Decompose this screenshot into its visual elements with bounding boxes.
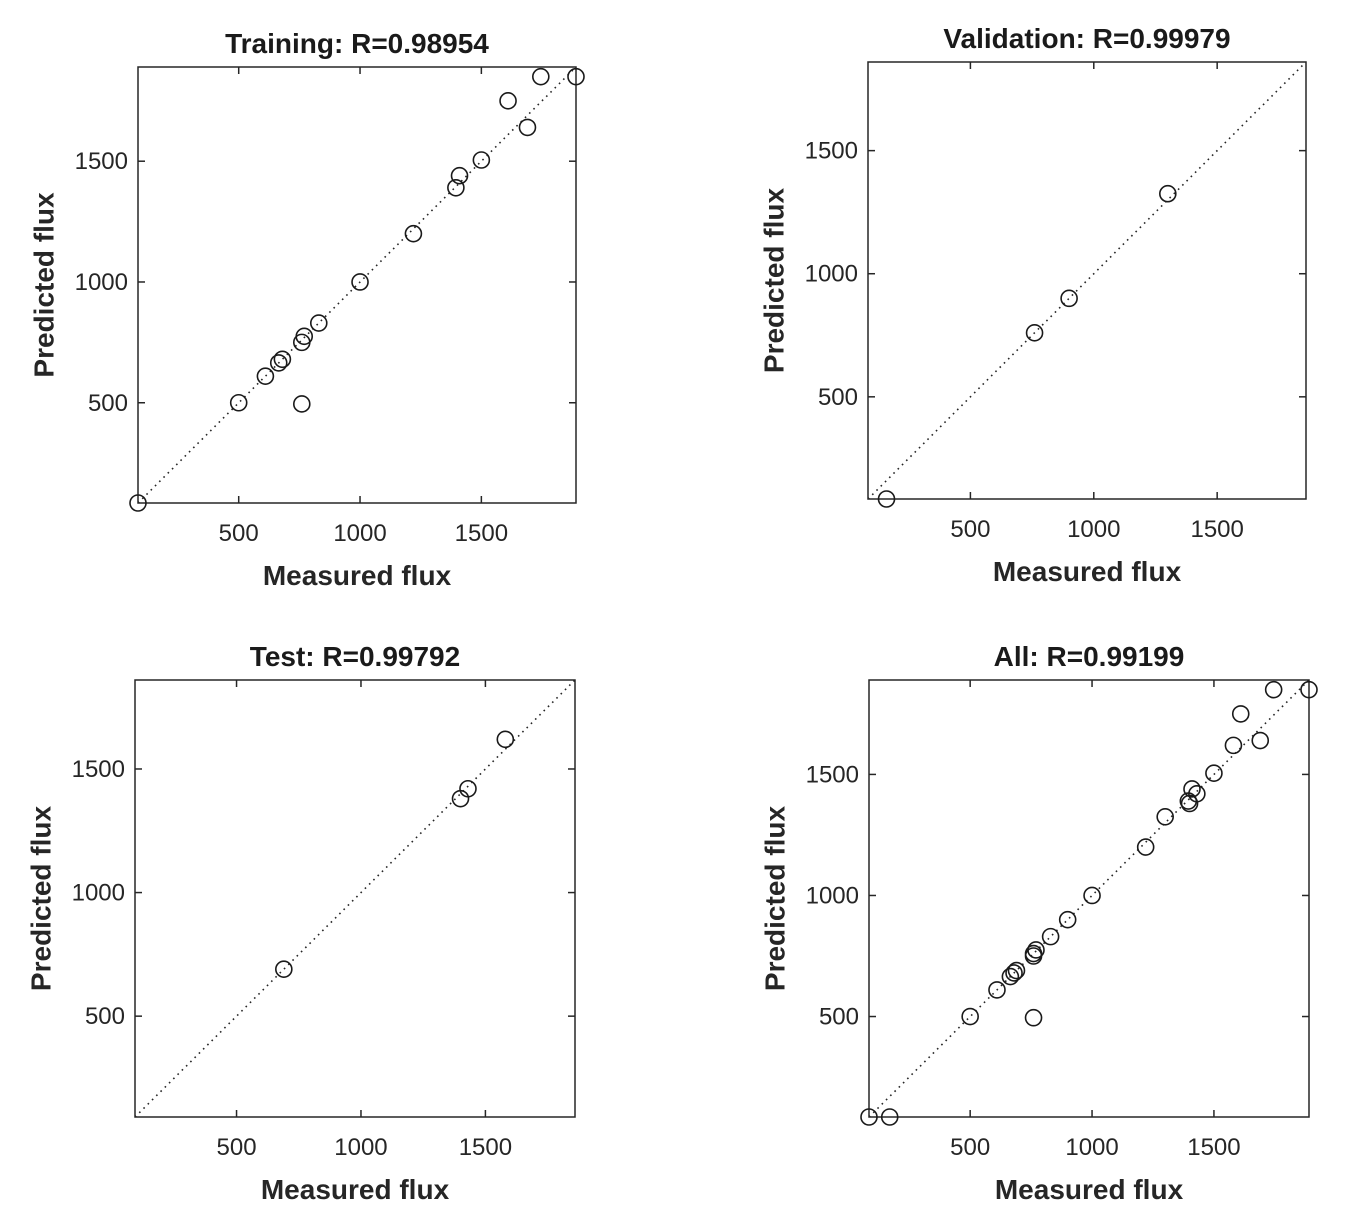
data-point [351,273,369,291]
data-point [1001,967,1020,986]
chart-title: All: R=0.99199 [994,641,1185,672]
data-point [1205,764,1223,783]
y-tick-label: 500 [818,384,858,411]
data-point [1188,784,1206,803]
y-tick-label: 1500 [805,138,858,165]
data-point [269,354,288,372]
data-point [472,151,491,169]
data-point [1156,807,1174,826]
y-axis-label: Predicted flux [759,806,790,992]
data-point [1058,910,1077,929]
fit-line [137,66,577,504]
data-point [961,1007,979,1026]
data-point [292,395,311,413]
y-tick-label: 500 [819,1004,859,1031]
data-point [1231,705,1250,723]
data-point [1041,927,1060,946]
data-point [860,1108,878,1126]
axes-frame [137,66,577,504]
x-tick-label: 1500 [455,520,508,547]
chart-title: Training: R=0.98954 [225,28,489,59]
subplot-all: 500 1000 1500 500 1000 1500 All: R=0.99199 Meas… [759,641,1318,1205]
x-tick-label: 500 [217,1134,257,1161]
x-tick-label: 1500 [459,1134,512,1161]
data-point [447,178,465,197]
x-tick-label: 1500 [1187,1134,1240,1161]
y-tick-label: 1500 [75,148,128,175]
data-point [1083,886,1101,905]
data-point [309,314,328,332]
data-point [877,490,896,508]
axes-frame [867,61,1307,500]
data-point [229,393,248,412]
data-point [404,224,423,243]
data-point [256,367,275,385]
data-point [1024,944,1043,963]
x-tick-label: 1000 [1067,516,1120,543]
data-point [880,1108,899,1126]
chart-title: Validation: R=0.99979 [943,23,1230,54]
x-tick-label: 1000 [334,1134,387,1161]
data-point [1183,780,1201,798]
y-tick-label: 1500 [72,756,125,783]
data-point [518,118,537,137]
subplot-validation: 500 1000 1500 500 1000 1500 Validation: R=0.99… [758,23,1307,587]
x-axis-label: Measured flux [993,556,1182,587]
data-point [129,494,147,512]
axes-frame [868,679,1310,1118]
data-point [450,166,469,185]
data-point [1005,964,1023,982]
data-point [459,779,477,798]
data-point [275,960,293,978]
data-point [1025,324,1044,342]
data-point [1264,680,1283,699]
x-axis-label: Measured flux [995,1174,1184,1205]
data-point [1007,961,1026,980]
y-tick-label: 1000 [806,882,859,909]
y-axis-label: Predicted flux [25,806,56,992]
chart-title: Test: R=0.99792 [250,641,460,672]
x-tick-label: 1500 [1190,516,1243,543]
data-point [273,350,292,369]
x-axis-label: Measured flux [263,560,452,591]
data-point [988,981,1006,999]
data-point [1024,1008,1043,1027]
y-tick-label: 500 [88,390,128,417]
x-tick-label: 500 [950,1134,990,1161]
y-axis-label: Predicted flux [758,188,789,374]
data-point [1027,941,1045,959]
y-tick-label: 1000 [75,269,128,296]
data-point [496,730,515,749]
data-point [295,327,314,346]
data-point [532,67,550,86]
data-point [1159,184,1177,203]
y-tick-label: 1500 [806,761,859,788]
fit-line [867,61,1307,500]
data-point [1300,680,1318,699]
x-tick-label: 1000 [333,520,386,547]
data-point [1251,731,1270,750]
data-point [1224,736,1243,755]
x-axis-label: Measured flux [261,1174,450,1205]
data-point [499,92,517,110]
data-point [1136,838,1155,856]
y-tick-label: 1000 [72,880,125,907]
fit-line [134,679,576,1118]
subplot-test: 500 1000 1500 500 1000 1500 Test: R=0.99792 Mea… [25,641,576,1205]
y-tick-label: 1000 [805,261,858,288]
x-tick-label: 500 [219,520,259,547]
x-tick-label: 500 [950,516,990,543]
data-point [1060,289,1078,308]
data-point [567,67,585,86]
x-tick-label: 1000 [1065,1134,1118,1161]
y-axis-label: Predicted flux [28,192,59,378]
subplot-training: 500 1000 1500 500 1000 1500 Training: R=0.9895… [28,28,585,591]
axes-frame [134,679,576,1118]
y-tick-label: 500 [85,1003,125,1030]
